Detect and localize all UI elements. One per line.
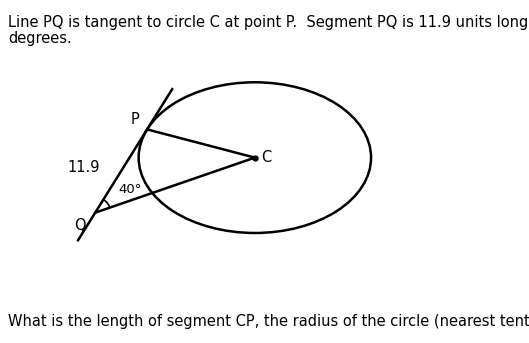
Text: What is the length of segment CP, the radius of the circle (nearest tenth)?: What is the length of segment CP, the ra… xyxy=(8,314,529,329)
Text: Line PQ is tangent to circle C at point P.  Segment PQ is 11.9 units long and an: Line PQ is tangent to circle C at point … xyxy=(8,15,529,31)
Text: C: C xyxy=(261,150,271,165)
Text: P: P xyxy=(131,112,139,127)
Text: 40°: 40° xyxy=(118,183,142,196)
Text: 11.9: 11.9 xyxy=(68,160,100,175)
Text: Q: Q xyxy=(74,218,86,233)
Text: degrees.: degrees. xyxy=(8,31,72,46)
